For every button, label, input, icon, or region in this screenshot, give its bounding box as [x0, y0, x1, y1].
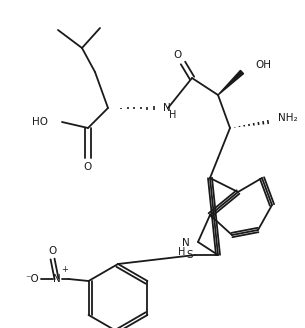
Text: N: N [53, 274, 60, 284]
Polygon shape [218, 71, 244, 95]
Text: O: O [48, 246, 57, 256]
Text: H: H [169, 110, 176, 120]
Text: O: O [84, 162, 92, 172]
Text: H: H [178, 247, 185, 257]
Text: NH₂: NH₂ [278, 113, 298, 123]
Text: +: + [62, 264, 68, 274]
Text: HO: HO [32, 117, 48, 127]
Text: N: N [163, 103, 171, 113]
Text: N: N [182, 238, 190, 248]
Text: ⁻O: ⁻O [26, 274, 39, 284]
Text: O: O [174, 50, 182, 60]
Text: OH: OH [255, 60, 271, 70]
Text: S: S [187, 250, 193, 260]
